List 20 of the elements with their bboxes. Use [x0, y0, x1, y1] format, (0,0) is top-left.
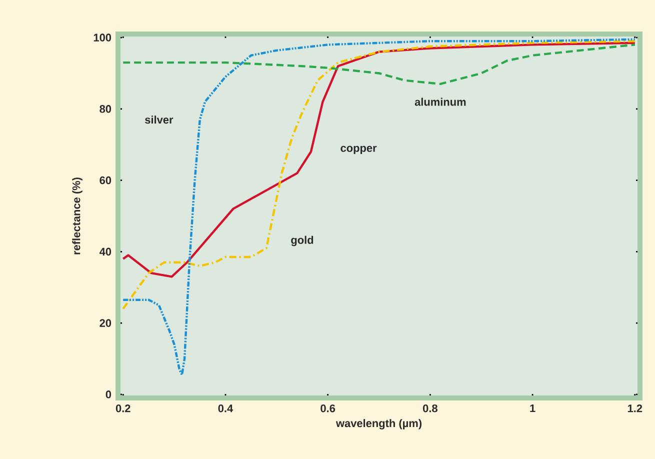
x-tick-label: 0.8 [423, 404, 438, 412]
y-tick-label: 100 [94, 34, 112, 42]
text: copper [340, 146, 377, 154]
x-tick-label: 1 [530, 404, 536, 412]
y-tick-label: 80 [100, 105, 112, 113]
x-tick-label: 0.6 [320, 404, 336, 412]
y-tick-label: 60 [100, 176, 112, 184]
x-tick-label: 0.4 [218, 404, 234, 412]
x-tick-label: 0.2 [116, 404, 130, 412]
series-label: gold [291, 236, 314, 246]
y-axis-title: reflectance (%) [72, 178, 82, 254]
y-tick-label: 20 [100, 319, 112, 327]
series-label: aluminum [414, 98, 466, 106]
x-axis-title: wavelength (µm) [336, 419, 422, 430]
x-tick-label: 1.2 [628, 404, 642, 412]
line-series [122, 38, 636, 376]
text: silver [145, 116, 174, 124]
y-tick-label: 40 [99, 248, 112, 256]
y-tick-label: 0 [106, 390, 112, 398]
line-series [122, 44, 636, 86]
